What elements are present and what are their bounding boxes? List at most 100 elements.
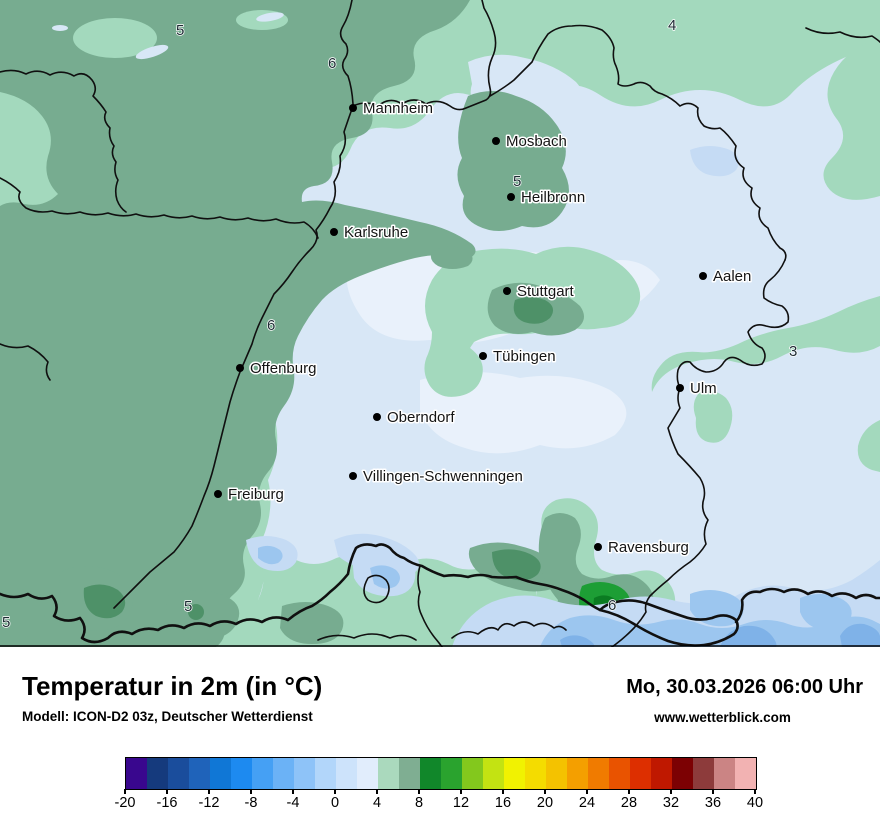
temp-value-label: 3: [789, 343, 797, 360]
colorbar-tick-mark: [502, 789, 504, 794]
temperature-map: 5 4 6 5 6 3 6 5 5 Mannheim Mosbach Heilbronn Karlsr…: [0, 0, 880, 648]
colorbar-tick-mark: [208, 789, 210, 794]
national-border-lines: [0, 543, 880, 647]
colorbar-segment: [357, 758, 378, 789]
temp-value-label: 5: [513, 173, 521, 190]
colorbar-segment: [567, 758, 588, 789]
city-dot: [503, 287, 511, 295]
model-info: Modell: ICON-D2 03z, Deutscher Wetterdie…: [22, 709, 313, 724]
city-markers: Mannheim Mosbach Heilbronn Karlsruhe Stuttga…: [214, 99, 753, 558]
colorbar-segment: [609, 758, 630, 789]
colorbar-segment: [672, 758, 693, 789]
colorbar-segment: [231, 758, 252, 789]
colorbar-tick-mark: [250, 789, 252, 794]
city-label: Oberndorf: [387, 409, 455, 426]
city-label: Mosbach: [506, 133, 567, 150]
colorbar-tick-label: 12: [452, 795, 470, 811]
colorbar-tick-mark: [544, 789, 546, 794]
colorbar-segment: [294, 758, 315, 789]
region-dark-green: [83, 297, 554, 620]
city-dot: [676, 384, 684, 392]
city-label: Stuttgart: [517, 283, 575, 300]
colorbar-tick-label: 8: [414, 795, 424, 811]
colorbar-segment: [147, 758, 168, 789]
city-marker-oberndorf: Oberndorf: [373, 408, 457, 428]
city-dot: [236, 364, 244, 372]
colorbar-segment: [504, 758, 525, 789]
city-label: Karlsruhe: [344, 224, 408, 241]
state-border-lines: [0, 0, 880, 648]
temp-value-label: 5: [176, 22, 184, 39]
colorbar-segment: [273, 758, 294, 789]
city-marker-karlsruhe: Karlsruhe: [330, 223, 410, 243]
colorbar-tick-label: -12: [198, 795, 220, 811]
colorbar-segment: [693, 758, 714, 789]
city-label: Mannheim: [363, 100, 433, 117]
colorbar-segment: [252, 758, 273, 789]
colorbar-segment: [378, 758, 399, 789]
colorbar-segment: [336, 758, 357, 789]
temp-value-label: 6: [328, 55, 336, 72]
city-marker-mosbach: Mosbach: [492, 132, 568, 152]
colorbar-tick-mark: [586, 789, 588, 794]
colorbar-segment: [546, 758, 567, 789]
city-marker-villingen-schwenningen: Villingen-Schwenningen: [349, 467, 524, 487]
city-dot: [349, 104, 357, 112]
temp-value-label: 6: [608, 597, 616, 614]
city-dot: [349, 472, 357, 480]
colorbar-segment: [462, 758, 483, 789]
colorbar-segment: [714, 758, 735, 789]
city-dot: [330, 228, 338, 236]
page-title: Temperatur in 2m (in °C): [22, 671, 323, 701]
colorbar-tick-mark: [628, 789, 630, 794]
colorbar-segment: [189, 758, 210, 789]
city-dot: [214, 490, 222, 498]
colorbar-segment: [525, 758, 546, 789]
colorbar-tick-mark: [418, 789, 420, 794]
city-label: Ulm: [690, 380, 717, 397]
colorbar-tick-label: 20: [536, 795, 554, 811]
colorbar-segment: [651, 758, 672, 789]
colorbar-tick-label: -16: [156, 795, 178, 811]
colorbar-tick-label: 32: [662, 795, 680, 811]
colorbar-segment: [315, 758, 336, 789]
city-label: Offenburg: [250, 360, 316, 377]
colorbar-tick-mark: [376, 789, 378, 794]
colorbar-tick-mark: [292, 789, 294, 794]
city-label: Villingen-Schwenningen: [363, 468, 523, 485]
city-marker-stuttgart: Stuttgart: [503, 282, 576, 302]
city-label: Heilbronn: [521, 189, 585, 206]
temp-value-label: 5: [184, 598, 192, 615]
colorbar-tick-label: 4: [372, 795, 382, 811]
colorbar-tick-label: -4: [286, 795, 300, 811]
city-marker-t-bingen: Tübingen: [479, 347, 557, 367]
temp-value-label: 4: [668, 17, 676, 34]
colorbar-tick-label: 0: [330, 795, 340, 811]
city-label: Tübingen: [493, 348, 556, 365]
colorbar-tick-mark: [460, 789, 462, 794]
colorbar-tick-label: 40: [746, 795, 764, 811]
city-marker-mannheim: Mannheim: [349, 99, 435, 119]
colorbar-segment: [420, 758, 441, 789]
colorbar-tick-mark: [334, 789, 336, 794]
city-marker-aalen: Aalen: [699, 267, 753, 287]
colorbar-tick-label: -20: [114, 795, 136, 811]
city-marker-freiburg: Freiburg: [214, 485, 285, 505]
colorbar-tick-label: 24: [578, 795, 596, 811]
colorbar-segment: [126, 758, 147, 789]
city-marker-ravensburg: Ravensburg: [594, 538, 690, 558]
city-dot: [507, 193, 515, 201]
colorbar-tick-mark: [712, 789, 714, 794]
city-dot: [479, 352, 487, 360]
city-dot: [373, 413, 381, 421]
temperature-labels: 5 4 6 5 6 3 6 5 5: [1, 16, 798, 632]
city-dot: [492, 137, 500, 145]
colorbar-tick-mark: [166, 789, 168, 794]
city-label: Freiburg: [228, 486, 284, 503]
map-area: 5 4 6 5 6 3 6 5 5 Mannheim Mosbach Heilbronn Karlsr…: [0, 0, 880, 648]
temp-value-label: 6: [267, 317, 275, 334]
datetime-label: Mo, 30.03.2026 06:00 Uhr: [626, 676, 863, 698]
colorbar-tick-label: -8: [244, 795, 258, 811]
city-label: Aalen: [713, 268, 751, 285]
